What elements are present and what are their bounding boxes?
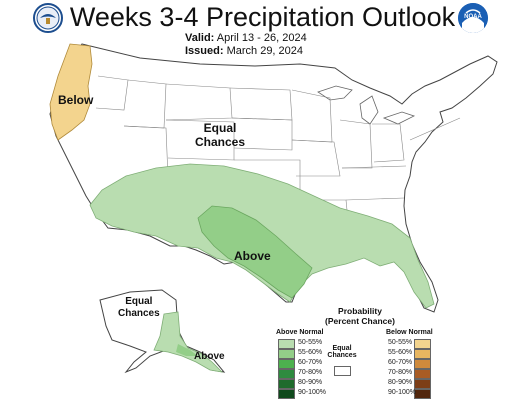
legend-below-label: 80-90% bbox=[388, 378, 413, 386]
legend-above-swatch bbox=[278, 379, 295, 389]
alaska-above-region bbox=[153, 311, 224, 373]
legend-below-swatch bbox=[414, 349, 431, 359]
legend-title: Probability (Percent Chance) bbox=[310, 306, 410, 326]
page-title: Weeks 3-4 Precipitation Outlook bbox=[69, 2, 456, 32]
equal-chances-label: Equal Chances bbox=[195, 121, 246, 150]
alaska-above-core bbox=[176, 344, 198, 356]
legend-above-swatch bbox=[278, 349, 295, 359]
legend-below-swatch bbox=[414, 359, 431, 369]
legend-below-label: 60-70% bbox=[388, 358, 413, 366]
legend-above-label: 70-80% bbox=[298, 368, 323, 376]
alaska-equal-chances-label: Equal Chances bbox=[118, 296, 160, 319]
noaa-logo-text: NOAA bbox=[464, 14, 482, 20]
legend-below-label: 70-80% bbox=[388, 368, 413, 376]
issued-label: Issued: bbox=[185, 45, 224, 57]
legend-below-swatch bbox=[414, 389, 431, 399]
valid-value: April 13 - 26, 2024 bbox=[216, 32, 307, 44]
legend-below-swatch bbox=[414, 379, 431, 389]
legend-above-swatch bbox=[278, 389, 295, 399]
legend-above-label: 50-55% bbox=[298, 338, 323, 346]
valid-label: Valid: bbox=[185, 32, 215, 44]
legend-below-label: 50-55% bbox=[388, 338, 413, 346]
legend-below-swatch bbox=[414, 339, 431, 349]
legend-above-label: 80-90% bbox=[298, 378, 323, 386]
legend-above-swatch bbox=[278, 339, 295, 349]
equal-chances-line2: Chances bbox=[195, 134, 246, 149]
legend-below-label: 90-100% bbox=[388, 388, 417, 396]
legend-equal-line2: Chances bbox=[327, 352, 357, 359]
valid-line: Valid: April 13 - 26, 2024 bbox=[185, 32, 307, 44]
great-lakes bbox=[317, 85, 416, 125]
commerce-seal-icon bbox=[33, 3, 63, 33]
legend-title-line2: (Percent Chance) bbox=[325, 316, 395, 326]
below-label: Below bbox=[58, 93, 94, 107]
above-label: Above bbox=[234, 249, 271, 263]
legend-equal-swatch bbox=[334, 366, 351, 376]
eagle-icon bbox=[36, 6, 60, 30]
legend-equal-chances: Equal Chances bbox=[326, 345, 358, 359]
legend-title-line1: Probability bbox=[338, 306, 382, 316]
noaa-logo-icon: NOAA bbox=[458, 3, 488, 33]
legend-above-heading: Above Normal bbox=[276, 329, 324, 336]
issued-value: March 29, 2024 bbox=[226, 45, 304, 57]
legend-above-label: 55-60% bbox=[298, 348, 323, 356]
legend-equal-line1: Equal bbox=[332, 345, 352, 352]
legend-above-swatch bbox=[278, 359, 295, 369]
equal-chances-line1: Equal bbox=[203, 121, 237, 135]
alaska-equal-line1: Equal bbox=[125, 296, 153, 307]
legend-above-swatch bbox=[278, 369, 295, 379]
legend-below-swatch bbox=[414, 369, 431, 379]
alaska-above-label: Above bbox=[194, 351, 225, 362]
legend-above-label: 60-70% bbox=[298, 358, 323, 366]
legend-below-heading: Below Normal bbox=[386, 329, 433, 336]
above-normal-55-60-region bbox=[197, 205, 313, 299]
issued-line: Issued: March 29, 2024 bbox=[185, 45, 303, 57]
below-normal-region bbox=[49, 43, 93, 141]
legend-above-label: 90-100% bbox=[298, 388, 327, 396]
alaska-equal-line2: Chances bbox=[118, 307, 160, 319]
legend-below-label: 55-60% bbox=[388, 348, 413, 356]
